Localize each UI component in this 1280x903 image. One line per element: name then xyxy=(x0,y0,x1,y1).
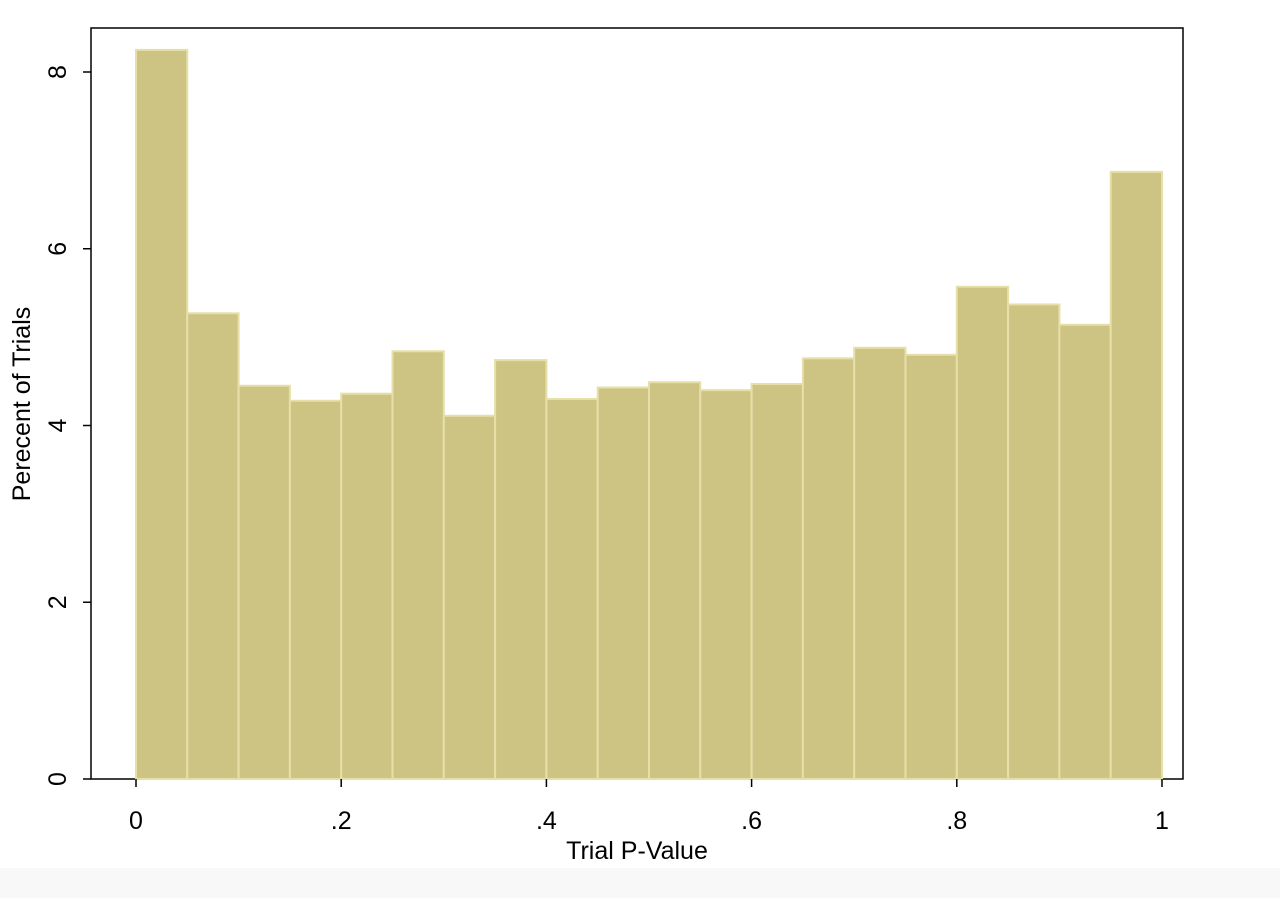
histogram-bar-18 xyxy=(1058,323,1112,780)
histogram-bar-10 xyxy=(648,381,702,780)
histogram-bar-14 xyxy=(853,346,907,780)
x-tick-label-1: .2 xyxy=(331,807,352,835)
y-axis-label: Perecent of Trials xyxy=(8,307,36,502)
x-tick-label-5: 1 xyxy=(1155,807,1169,835)
y-tick-label-0: 0 xyxy=(44,772,72,786)
histogram-bar-16 xyxy=(955,285,1010,780)
histogram-bar-0 xyxy=(135,48,189,780)
x-axis: 0 .2 .4 .6 .8 1 xyxy=(129,779,1169,835)
histogram-bar-12 xyxy=(750,382,804,780)
histogram-bar-17 xyxy=(1007,303,1061,780)
x-tick-label-2: .4 xyxy=(536,807,557,835)
x-tick-label-3: .6 xyxy=(741,807,762,835)
histogram-bar-1 xyxy=(186,312,240,780)
y-tick-label-3: 6 xyxy=(44,242,72,256)
histogram-bar-9 xyxy=(596,386,651,780)
y-tick-label-1: 2 xyxy=(44,595,72,609)
y-tick-label-2: 4 xyxy=(44,418,72,432)
x-tick-label-0: 0 xyxy=(129,807,143,835)
histogram-bar-7 xyxy=(494,359,548,780)
histogram-bar-5 xyxy=(391,350,445,780)
page-bottom-strip xyxy=(0,868,1280,898)
histogram-bar-15 xyxy=(904,353,958,780)
histogram-bar-11 xyxy=(699,389,753,780)
histogram-bar-6 xyxy=(442,414,497,780)
bars-layer xyxy=(135,48,1163,780)
histogram-bar-3 xyxy=(288,399,343,780)
histogram-bar-8 xyxy=(545,397,599,780)
histogram-bar-19 xyxy=(1109,170,1163,780)
histogram-bar-4 xyxy=(340,392,394,780)
y-tick-label-4: 8 xyxy=(44,65,72,79)
y-axis: 0 2 4 6 8 xyxy=(44,65,91,786)
histogram-bar-2 xyxy=(237,384,291,780)
histogram-bar-13 xyxy=(801,357,856,780)
x-axis-label: Trial P-Value xyxy=(566,837,708,865)
x-tick-label-4: .8 xyxy=(946,807,967,835)
